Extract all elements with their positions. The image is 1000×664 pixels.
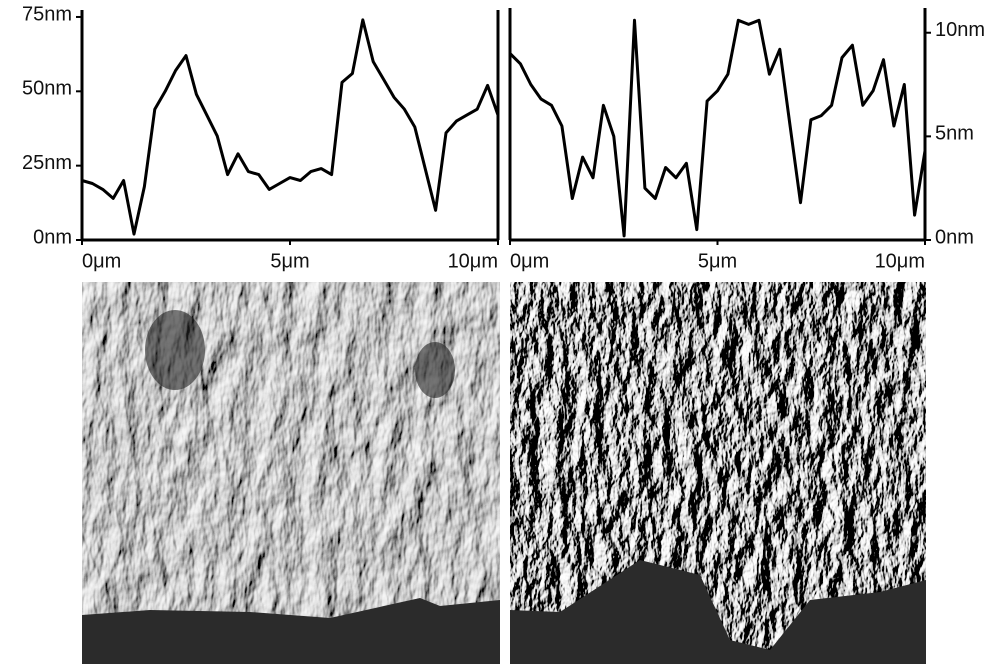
x-tick-label: 0μm — [510, 250, 549, 272]
y-tick-label: 5nm — [935, 123, 974, 145]
y-tick-label: 10nm — [935, 19, 985, 41]
y-tick-label: 50nm — [22, 78, 72, 100]
profile-line — [82, 20, 498, 234]
x-tick-label: 10μm — [875, 250, 925, 272]
profile-line — [510, 20, 925, 236]
x-tick-label: 5μm — [698, 250, 737, 272]
x-tick-label: 5μm — [270, 250, 309, 272]
y-tick-label: 75nm — [22, 3, 72, 25]
y-tick-label: 0nm — [935, 226, 974, 248]
page: {"chart_data": [ {"type": "line", "color… — [0, 0, 1000, 664]
x-tick-label: 0μm — [82, 250, 121, 272]
surface-right — [510, 282, 926, 664]
y-tick-label: 0nm — [33, 226, 72, 248]
y-tick-label: 25nm — [22, 152, 72, 174]
x-tick-label: 10μm — [448, 250, 498, 272]
surface-left — [82, 282, 500, 664]
figure: 0nm 25nm 50nm 75nm 0μm 5μm 10μm 0nm 5nm 10nm 0μm 5μ… — [0, 0, 1000, 664]
